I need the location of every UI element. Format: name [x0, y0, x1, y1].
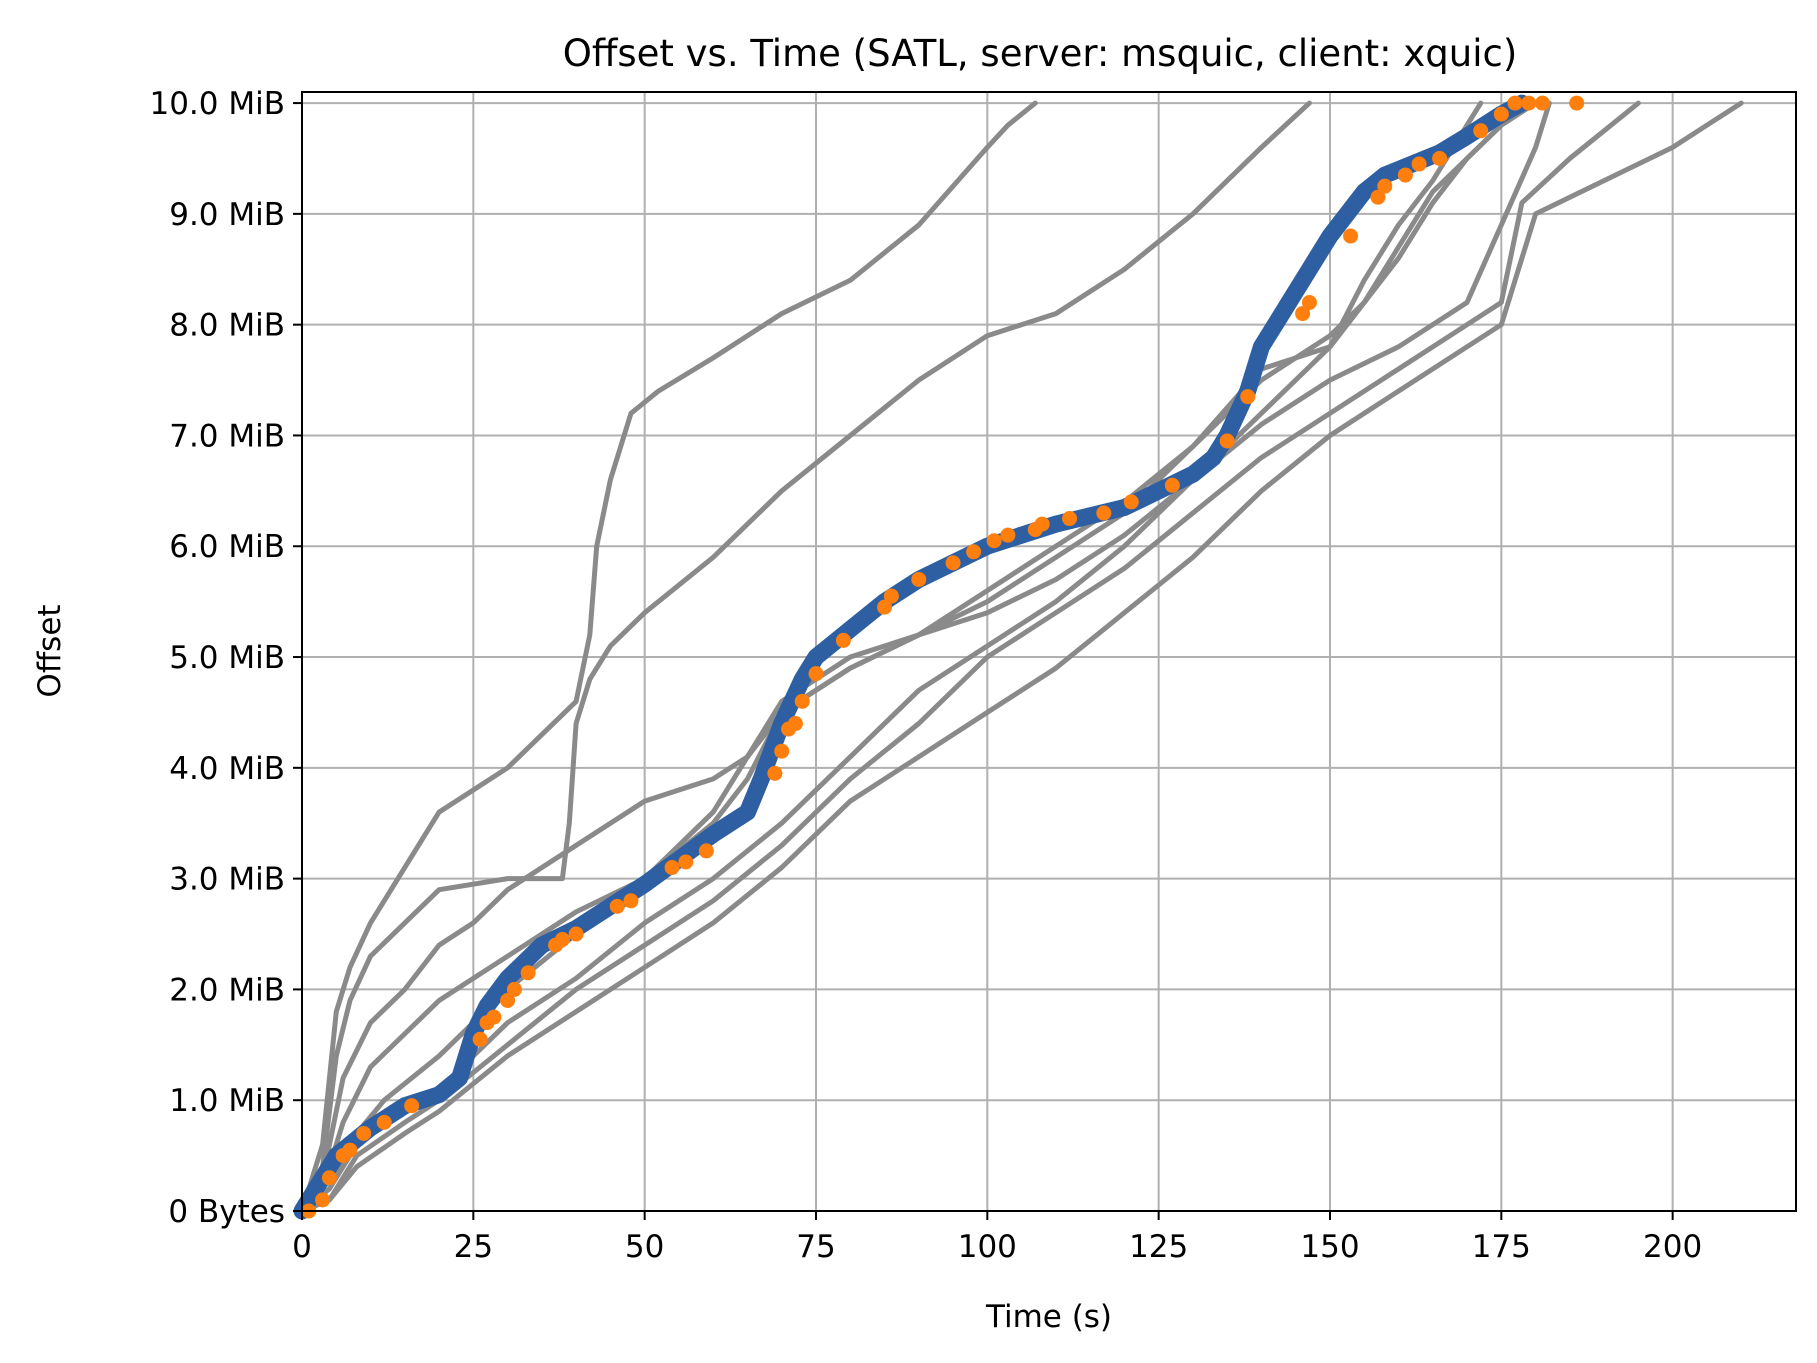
data-marker	[1123, 494, 1139, 510]
data-marker	[698, 843, 714, 859]
data-marker	[945, 555, 961, 571]
data-marker	[835, 632, 851, 648]
data-marker	[623, 893, 639, 909]
data-marker	[986, 533, 1002, 549]
data-marker	[767, 765, 783, 781]
data-marker	[1377, 178, 1393, 194]
y-axis-label: Offset	[32, 604, 68, 697]
y-tick-label: 0 Bytes	[168, 1194, 285, 1230]
y-tick-label: 10.0 MiB	[149, 86, 285, 122]
data-marker	[1062, 511, 1078, 527]
data-marker	[500, 992, 516, 1008]
data-marker	[520, 965, 536, 981]
y-tick-label: 1.0 MiB	[169, 1083, 285, 1119]
background-run-line-4	[299, 100, 1539, 1214]
data-marker	[1000, 527, 1016, 543]
background-run-line-2	[299, 100, 1312, 1214]
grid-lines	[301, 92, 1796, 1212]
data-marker	[1397, 167, 1413, 183]
x-tick-label: 100	[958, 1229, 1017, 1265]
data-marker	[472, 1031, 488, 1047]
data-marker	[1096, 505, 1112, 521]
data-marker	[321, 1170, 337, 1186]
y-tick-label: 3.0 MiB	[169, 862, 285, 898]
data-marker	[376, 1114, 392, 1130]
x-axis-label: Time (s)	[985, 1299, 1112, 1335]
data-marker	[1432, 150, 1448, 166]
x-tick-label: 50	[625, 1229, 664, 1265]
data-marker	[1534, 95, 1550, 111]
data-marker	[1301, 295, 1317, 311]
data-marker	[1164, 477, 1180, 493]
data-marker	[486, 1009, 502, 1025]
data-marker	[1219, 433, 1235, 449]
background-run-line-5	[299, 100, 1525, 1214]
data-marker	[1295, 306, 1311, 322]
data-marker	[342, 1142, 358, 1158]
x-axis-ticks: 0 25 50 75 100 125 150 175 200	[292, 1211, 1702, 1265]
data-marker	[911, 571, 927, 587]
data-marker	[794, 693, 810, 709]
marker-group	[301, 95, 1585, 1219]
x-tick-label: 175	[1472, 1229, 1531, 1265]
data-marker	[678, 854, 694, 870]
x-tick-label: 200	[1643, 1229, 1702, 1265]
x-tick-label: 75	[796, 1229, 835, 1265]
data-marker	[1493, 106, 1509, 122]
y-tick-label: 9.0 MiB	[169, 197, 285, 233]
y-tick-label: 6.0 MiB	[169, 529, 285, 565]
y-tick-label: 7.0 MiB	[169, 418, 285, 454]
data-marker	[568, 926, 584, 942]
y-axis-ticks: 0 Bytes 1.0 MiB 2.0 MiB 3.0 MiB 4.0 MiB 5.0 M…	[149, 86, 302, 1230]
data-marker	[1343, 228, 1359, 244]
data-marker	[554, 932, 570, 948]
y-tick-label: 4.0 MiB	[169, 751, 285, 787]
x-tick-label: 150	[1300, 1229, 1359, 1265]
data-marker	[315, 1192, 331, 1208]
data-marker	[877, 599, 893, 615]
data-marker	[1411, 156, 1427, 172]
data-marker	[774, 743, 790, 759]
background-run-line-8	[299, 100, 1744, 1214]
y-tick-label: 8.0 MiB	[169, 308, 285, 344]
chart-title: Offset vs. Time (SATL, server: msquic, c…	[563, 32, 1518, 75]
data-marker	[883, 588, 899, 604]
data-marker	[609, 898, 625, 914]
y-tick-label: 5.0 MiB	[169, 640, 285, 676]
data-marker	[356, 1125, 372, 1141]
data-marker	[1240, 389, 1256, 405]
data-marker	[1507, 95, 1523, 111]
y-tick-label: 2.0 MiB	[169, 972, 285, 1008]
data-marker	[1521, 95, 1537, 111]
x-tick-label: 125	[1129, 1229, 1188, 1265]
data-marker	[1569, 95, 1585, 111]
data-marker	[664, 860, 680, 876]
data-marker	[966, 544, 982, 560]
data-marker	[808, 666, 824, 682]
data-marker	[1034, 516, 1050, 532]
data-marker	[506, 981, 522, 997]
data-marker	[1370, 189, 1386, 205]
data-marker	[787, 716, 803, 732]
data-marker	[404, 1098, 420, 1114]
data-marker	[1473, 123, 1489, 139]
plot-frame	[301, 91, 1797, 1212]
x-tick-label: 0	[292, 1229, 312, 1265]
background-run-line-1	[299, 100, 1038, 1214]
x-tick-label: 25	[454, 1229, 493, 1265]
